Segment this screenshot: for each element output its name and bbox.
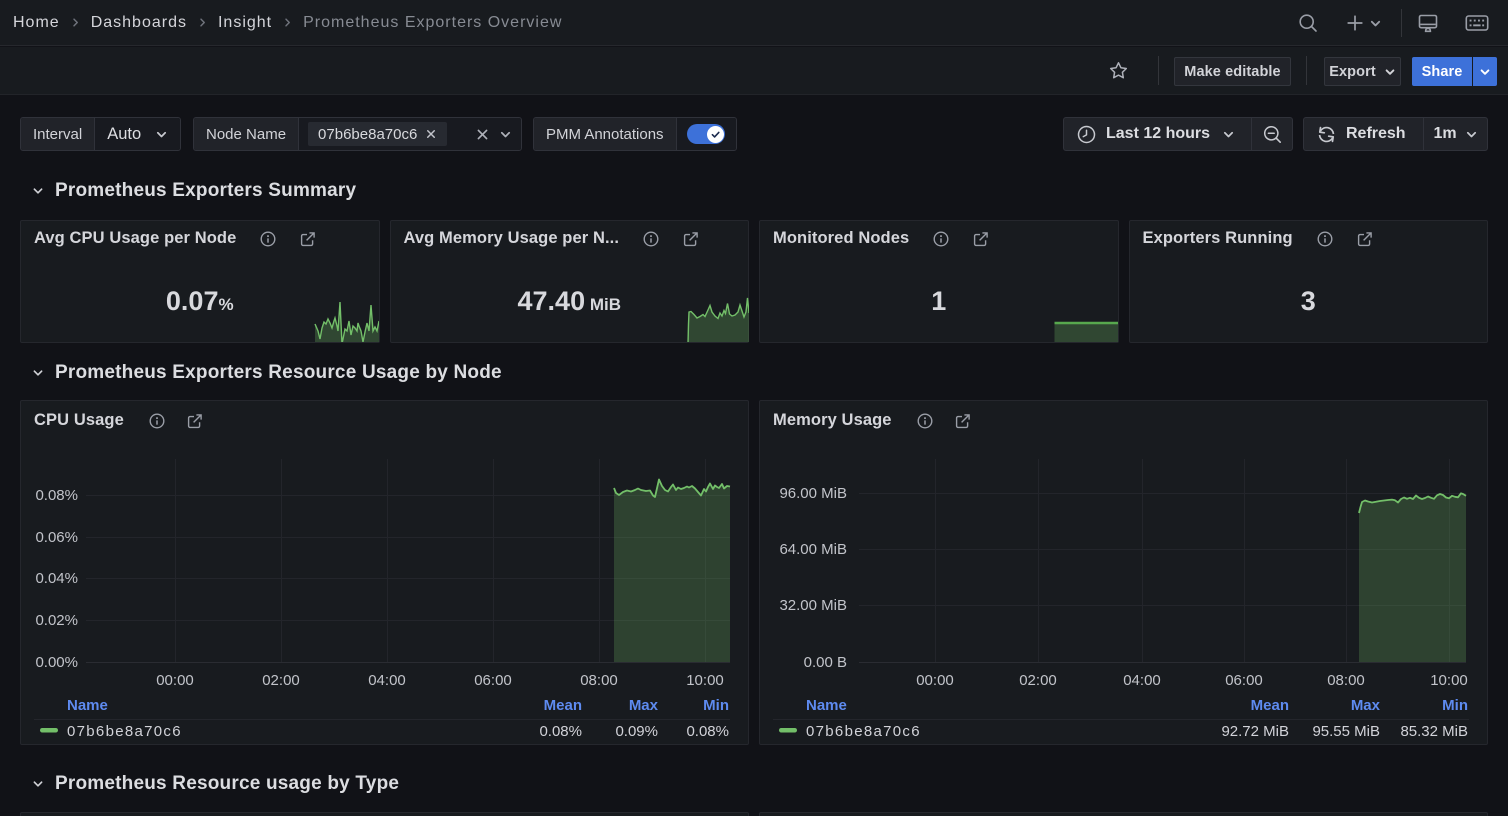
- svg-text:96.00 MiB: 96.00 MiB: [779, 485, 847, 502]
- svg-text:0.08%: 0.08%: [686, 723, 729, 740]
- svg-text:07b6be8a70c6: 07b6be8a70c6: [806, 723, 921, 740]
- svg-text:Mean: Mean: [1251, 697, 1289, 714]
- svg-text:Max: Max: [629, 697, 659, 714]
- svg-text:32.00 MiB: 32.00 MiB: [779, 597, 847, 614]
- svg-text:Mean: Mean: [544, 697, 582, 714]
- svg-text:64.00 MiB: 64.00 MiB: [779, 541, 847, 558]
- svg-text:95.55 MiB: 95.55 MiB: [1312, 723, 1380, 740]
- svg-text:0.08%: 0.08%: [539, 723, 582, 740]
- svg-text:Name: Name: [67, 697, 108, 714]
- svg-text:10:00: 10:00: [1430, 672, 1468, 689]
- svg-text:0.02%: 0.02%: [35, 612, 78, 629]
- svg-text:06:00: 06:00: [474, 672, 512, 689]
- svg-text:Max: Max: [1351, 697, 1381, 714]
- svg-text:10:00: 10:00: [686, 672, 724, 689]
- svg-text:02:00: 02:00: [1019, 672, 1057, 689]
- svg-text:0.06%: 0.06%: [35, 529, 78, 546]
- svg-text:0.08%: 0.08%: [35, 487, 78, 504]
- svg-text:0.00 B: 0.00 B: [804, 654, 847, 671]
- svg-text:00:00: 00:00: [916, 672, 954, 689]
- svg-text:06:00: 06:00: [1225, 672, 1263, 689]
- svg-text:07b6be8a70c6: 07b6be8a70c6: [67, 723, 182, 740]
- svg-text:08:00: 08:00: [1327, 672, 1365, 689]
- svg-text:85.32 MiB: 85.32 MiB: [1400, 723, 1468, 740]
- svg-text:0.04%: 0.04%: [35, 570, 78, 587]
- svg-text:02:00: 02:00: [262, 672, 300, 689]
- svg-text:Min: Min: [703, 697, 729, 714]
- svg-text:08:00: 08:00: [580, 672, 618, 689]
- svg-text:0.00%: 0.00%: [35, 654, 78, 671]
- svg-text:Min: Min: [1442, 697, 1468, 714]
- svg-text:0.09%: 0.09%: [615, 723, 658, 740]
- svg-text:04:00: 04:00: [1123, 672, 1161, 689]
- svg-text:04:00: 04:00: [368, 672, 406, 689]
- svg-text:00:00: 00:00: [156, 672, 194, 689]
- svg-text:92.72 MiB: 92.72 MiB: [1221, 723, 1289, 740]
- svg-text:Name: Name: [806, 697, 847, 714]
